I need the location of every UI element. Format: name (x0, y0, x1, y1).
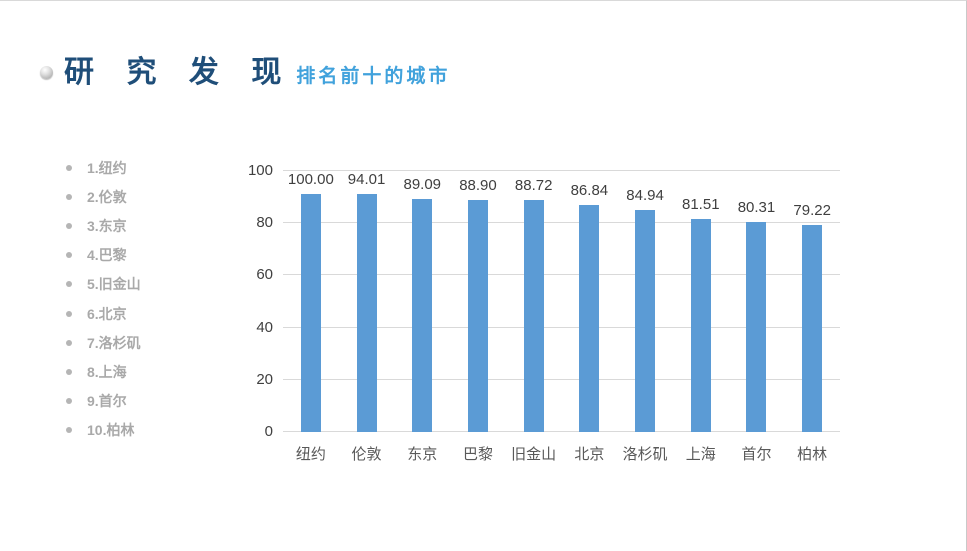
bar-column: 94.01 (339, 171, 395, 432)
bar (523, 200, 544, 432)
y-axis-tick-label: 100 (247, 162, 273, 179)
bar-value-label: 79.22 (793, 202, 831, 220)
y-axis-tick-label: 0 (264, 423, 273, 440)
city-list-item: 7.洛杉矶 (66, 328, 141, 357)
bullet-icon (66, 427, 72, 434)
city-list-item-label: 9.首尔 (87, 393, 127, 410)
x-axis-category-label: 首尔 (741, 446, 772, 463)
bullet-icon (66, 193, 72, 200)
bar (356, 194, 377, 432)
x-axis-category-label: 纽约 (295, 446, 326, 463)
x-axis-category-label: 旧金山 (511, 446, 557, 463)
city-list-item-label: 1.纽约 (87, 159, 127, 176)
gridline (283, 274, 840, 276)
bar-column: 84.94 (617, 171, 673, 432)
bar-value-label: 80.31 (737, 199, 776, 217)
gridline (283, 431, 840, 432)
bar-column: 89.09 (394, 171, 450, 432)
gridline (283, 326, 840, 328)
city-list-item: 10.柏林 (66, 416, 141, 445)
city-list-item: 1.纽约 (66, 153, 141, 182)
bullet-icon (66, 252, 72, 259)
bar-value-label: 100.00 (287, 171, 334, 188)
gridline (283, 378, 840, 380)
bar (467, 199, 488, 432)
bar (579, 205, 600, 432)
bullet-icon (66, 310, 72, 317)
bar-column: 86.84 (562, 171, 618, 432)
city-list-item: 2.伦敦 (66, 182, 141, 211)
city-list-item-label: 2.伦敦 (87, 188, 127, 205)
bullet-icon (66, 368, 72, 375)
bar-column: 88.90 (450, 171, 506, 432)
city-list-item: 5.旧金山 (66, 270, 141, 299)
y-axis-tick-label: 60 (256, 266, 273, 284)
bar-column: 81.51 (673, 171, 729, 432)
x-axis-category-label: 柏林 (797, 446, 828, 463)
city-list-item-label: 5.旧金山 (87, 276, 141, 293)
slide-subtitle: 排名前十的城市 (296, 66, 451, 87)
bar-value-label: 94.01 (347, 171, 386, 188)
bullet-icon (66, 164, 72, 171)
city-list-item: 4.巴黎 (66, 241, 141, 270)
y-axis-tick-label: 80 (256, 214, 273, 232)
bullet-icon (66, 398, 72, 405)
bar (412, 199, 433, 432)
bar-value-label: 86.84 (570, 182, 609, 200)
city-list-item: 3.东京 (66, 211, 141, 240)
bar-column: 79.22 (784, 171, 840, 432)
city-list-item-label: 8.上海 (87, 363, 127, 380)
bar (690, 219, 711, 432)
x-axis-category-label: 东京 (407, 446, 438, 463)
bar-value-label: 89.09 (403, 176, 442, 194)
y-axis-tick-label: 20 (256, 370, 273, 388)
x-axis-labels: 纽约 伦敦 东京 巴黎 旧金山 北京 洛杉矶 上海 首尔 柏林 (283, 443, 840, 464)
city-list-item: 8.上海 (66, 357, 141, 386)
bar-value-label: 88.72 (514, 177, 553, 195)
x-axis-category-label: 北京 (574, 446, 605, 463)
bar (635, 210, 656, 432)
bar-column: 88.72 (506, 171, 562, 432)
bar-chart: 0 20 40 60 80 100 100.00 94.01 89.09 88.90 88.72 86… (248, 162, 840, 464)
city-list: 1.纽约 2.伦敦 3.东京 4.巴黎 5.旧金山 6.北京 7.洛杉矶 8.上海 9.首尔 10… (66, 153, 141, 445)
bullet-icon (66, 222, 72, 229)
gridline (283, 170, 840, 171)
x-axis-category-label: 伦敦 (351, 446, 382, 463)
x-axis-category-label: 上海 (685, 446, 716, 463)
y-axis-tick-label: 40 (256, 318, 273, 336)
bullet-icon (66, 339, 72, 346)
bar-columns: 100.00 94.01 89.09 88.90 88.72 86.84 84.94 81.5… (283, 171, 840, 432)
bullet-icon (66, 281, 72, 288)
slide-header: 研 究 发 现 排名前十的城市 (64, 47, 450, 91)
x-axis-category-label: 巴黎 (462, 446, 493, 463)
bar-value-label: 88.90 (459, 176, 497, 194)
bar (802, 225, 823, 432)
city-list-item: 6.北京 (66, 299, 141, 328)
bar (300, 194, 321, 432)
bar-column: 80.31 (729, 171, 785, 432)
bar-value-label: 84.94 (626, 187, 664, 205)
city-list-item-label: 4.巴黎 (87, 247, 127, 264)
city-list-item-label: 6.北京 (87, 305, 127, 322)
bar (746, 222, 767, 432)
x-axis-category-label: 洛杉矶 (622, 446, 668, 463)
sphere-bullet-icon (40, 66, 53, 79)
chart-plot-area: 0 20 40 60 80 100 100.00 94.01 89.09 88.90 88.72 86… (248, 162, 840, 440)
city-list-item-label: 10.柏林 (87, 422, 135, 439)
city-list-item-label: 3.东京 (87, 217, 127, 234)
bar-value-label: 81.51 (682, 196, 720, 214)
city-list-item: 9.首尔 (66, 387, 141, 416)
gridline (283, 222, 840, 224)
bar-column: 100.00 (283, 171, 339, 432)
city-list-item-label: 7.洛杉矶 (87, 334, 141, 351)
slide-title: 研 究 发 现 (64, 55, 293, 90)
